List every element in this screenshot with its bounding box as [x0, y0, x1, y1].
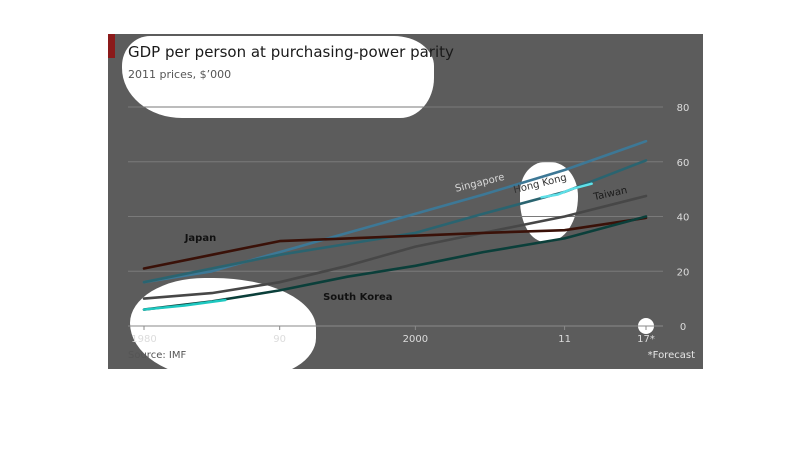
- y-tick-label: 60: [677, 158, 690, 169]
- series-label-south-korea: South Korea: [323, 292, 392, 303]
- series-label-japan: Japan: [184, 233, 217, 244]
- source-label: Source: IMF: [128, 350, 187, 361]
- redaction-blob: [130, 278, 316, 369]
- gridlines: [128, 106, 663, 327]
- y-tick-label: 20: [677, 267, 690, 278]
- accent-bar: [108, 34, 115, 58]
- series-line-hong-kong: [142, 159, 648, 284]
- x-tick-label: 2000: [403, 334, 428, 345]
- x-tick-label: 1980: [131, 334, 156, 345]
- series-line-taiwan: [142, 194, 648, 300]
- chart-title: GDP per person at purchasing-power parit…: [128, 43, 454, 61]
- series-line-japan: [142, 216, 648, 270]
- x-tick-label: 90: [273, 334, 286, 345]
- y-axis-ticks: 0 20 40 60 80: [677, 103, 690, 333]
- x-tick-label: 11: [558, 334, 571, 345]
- y-tick-label: 40: [677, 213, 690, 224]
- y-tick-label: 0: [680, 322, 686, 333]
- highlight-segments: [142, 182, 593, 311]
- chart-subtitle: 2011 prices, $’000: [128, 68, 232, 81]
- highlight-segment-hong-kong: [540, 182, 593, 199]
- highlight-segment-south-korea: [142, 298, 227, 311]
- chart-panel: Singapore Hong Kong Taiwan Japan South Korea…: [108, 34, 703, 369]
- series-line-singapore: [142, 139, 648, 284]
- footnote-label: *Forecast: [647, 350, 695, 361]
- series-lines: [142, 139, 648, 311]
- x-axis-ticks: 1980 90 2000 11 17*: [131, 326, 655, 345]
- x-tick-label: 17*: [637, 334, 655, 345]
- y-tick-label: 80: [677, 103, 690, 114]
- redaction-blob: [122, 36, 434, 118]
